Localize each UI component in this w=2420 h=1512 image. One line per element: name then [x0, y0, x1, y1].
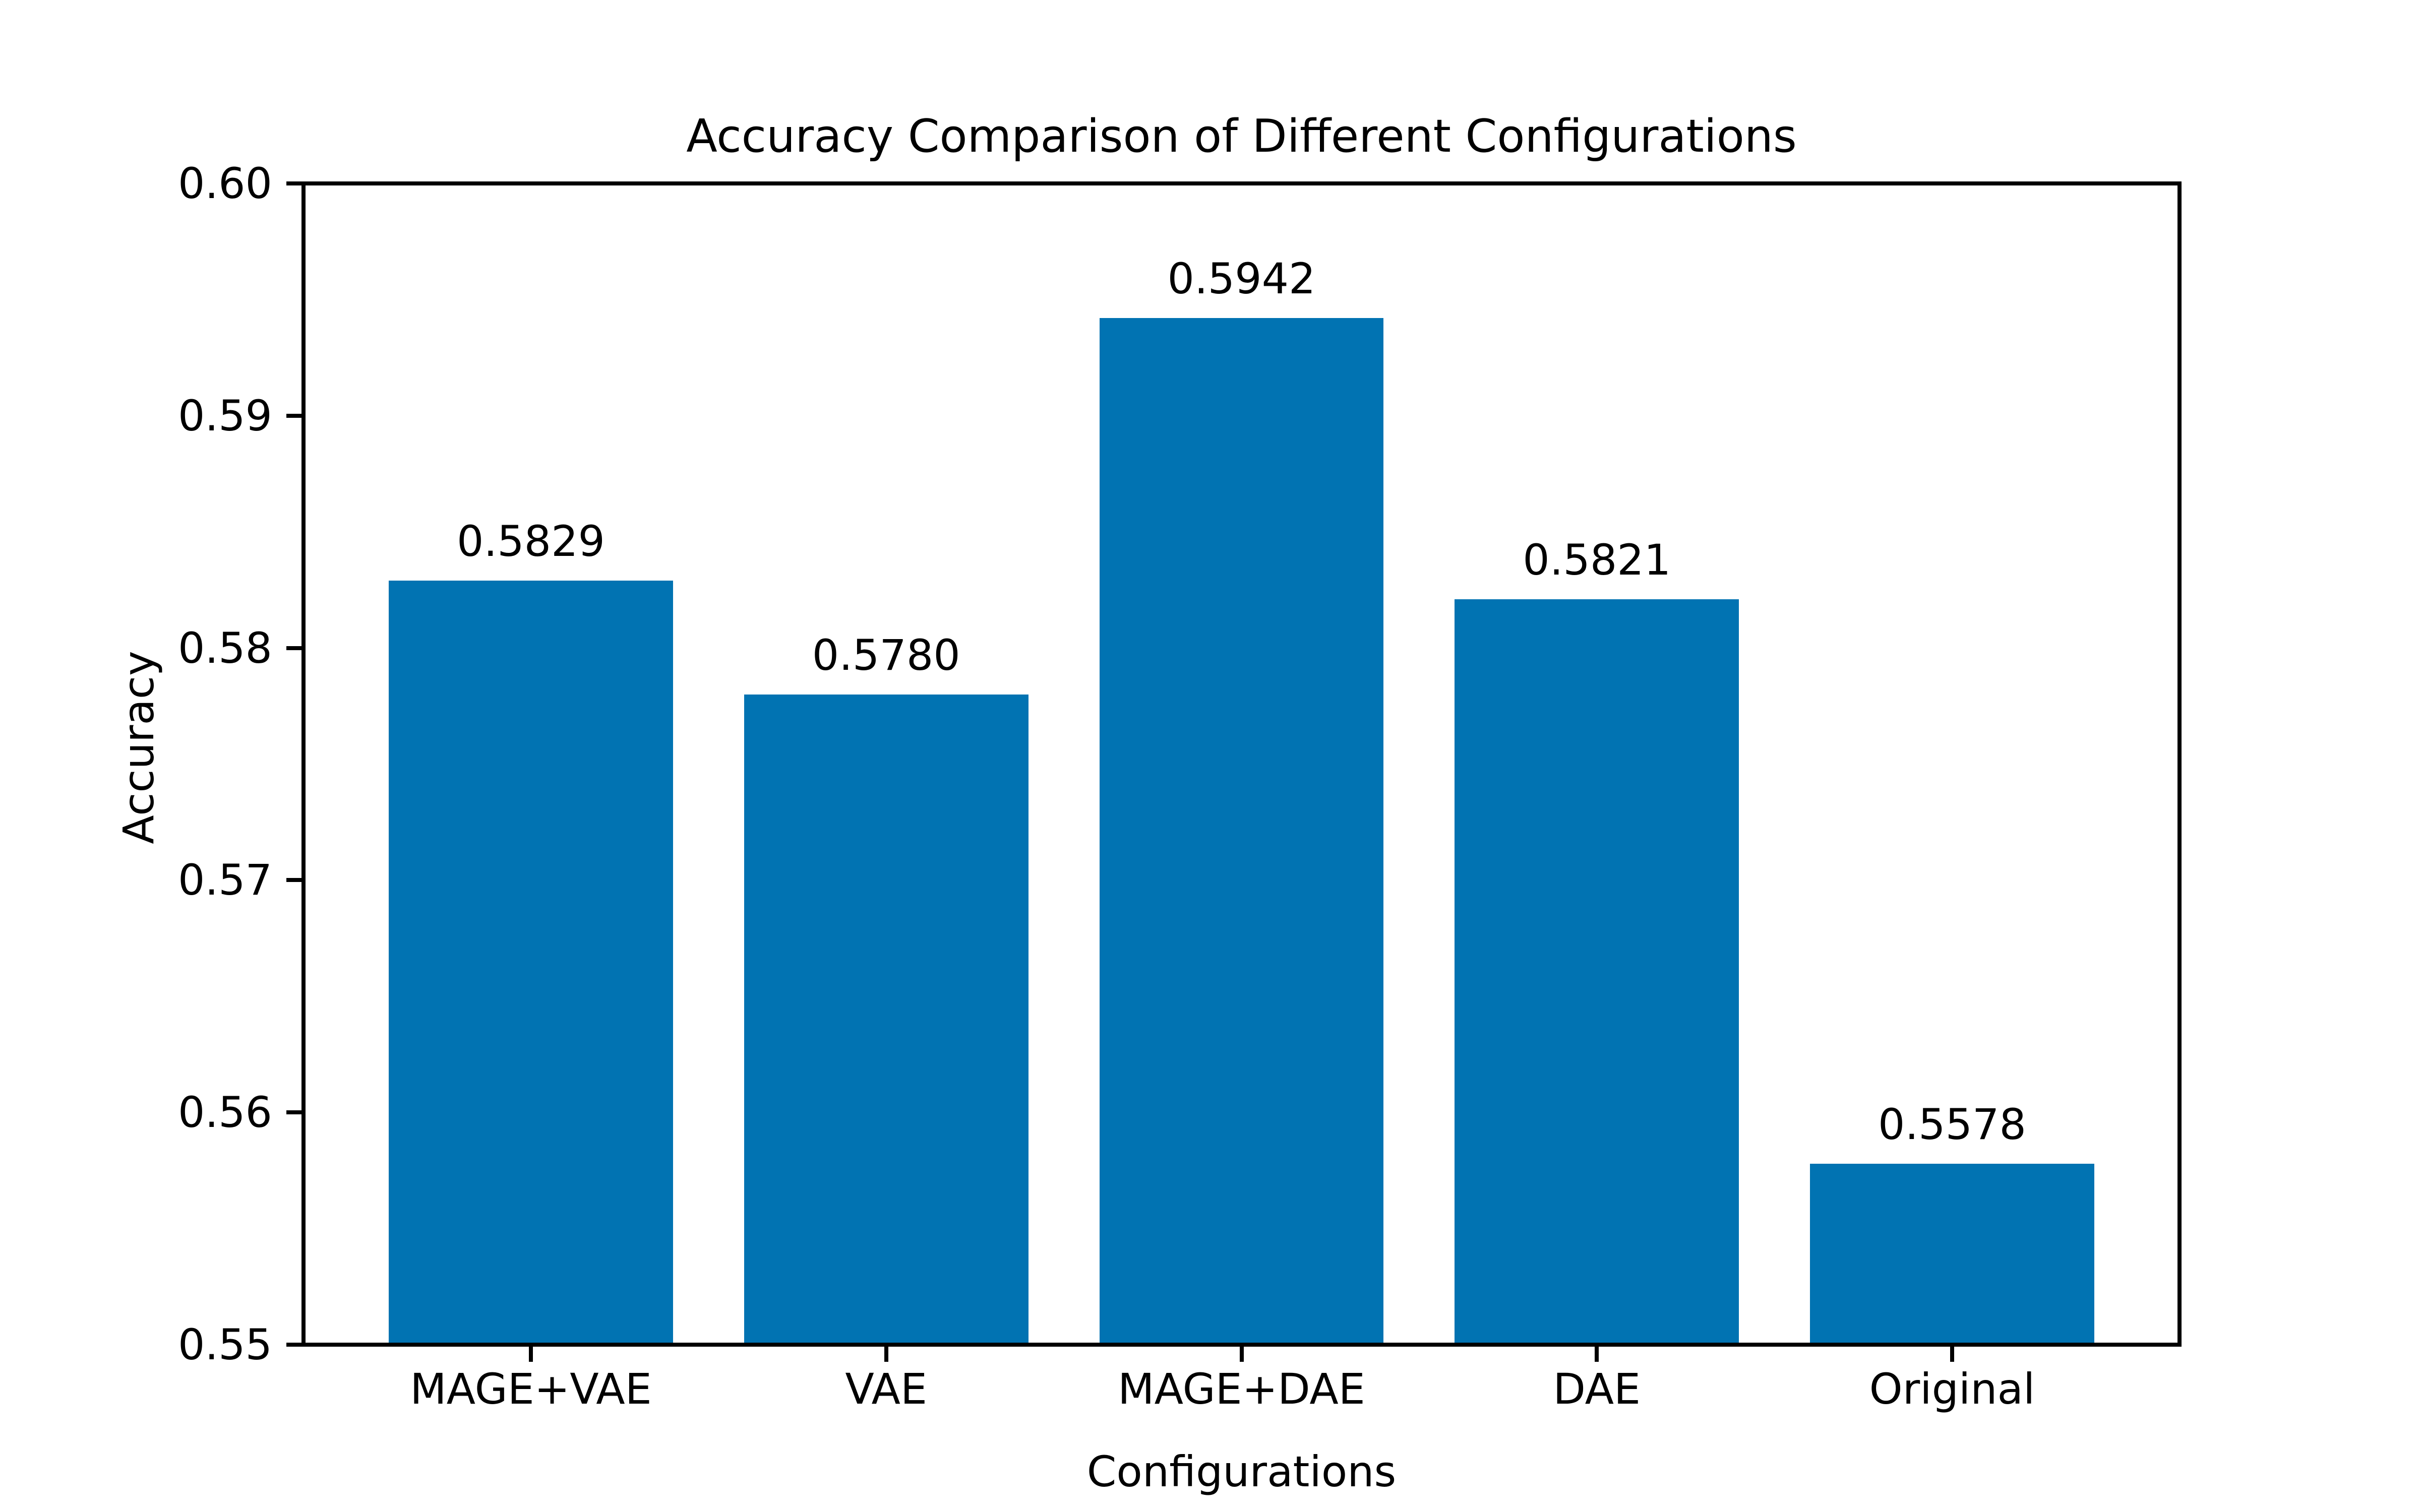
- y-tick: [286, 181, 301, 185]
- top-spine: [301, 181, 2182, 185]
- x-tick: [1595, 1347, 1599, 1362]
- y-tick: [286, 878, 301, 883]
- x-axis-label: Configurations: [1086, 1447, 1397, 1496]
- y-tick-label: 0.56: [177, 1088, 272, 1138]
- bar-dae: [1455, 599, 1739, 1345]
- y-tick-label: 0.60: [177, 159, 272, 208]
- y-tick: [286, 1343, 301, 1347]
- right-spine: [2177, 181, 2182, 1347]
- x-tick-label: Original: [1869, 1364, 2035, 1414]
- x-tick-label: DAE: [1553, 1364, 1641, 1414]
- bottom-spine: [301, 1343, 2182, 1347]
- bar-value-label: 0.5780: [812, 630, 960, 680]
- x-tick-label: MAGE+DAE: [1118, 1364, 1365, 1414]
- x-tick: [1239, 1347, 1244, 1362]
- y-tick-label: 0.58: [177, 623, 272, 673]
- x-tick: [529, 1347, 533, 1362]
- y-tick-label: 0.55: [177, 1320, 272, 1369]
- y-tick: [286, 413, 301, 418]
- y-tick-label: 0.57: [177, 855, 272, 905]
- bar-value-label: 0.5821: [1523, 535, 1671, 585]
- x-tick-label: MAGE+VAE: [410, 1364, 652, 1414]
- left-spine: [301, 181, 306, 1347]
- x-tick: [884, 1347, 888, 1362]
- bar-mage-dae: [1099, 318, 1384, 1345]
- y-tick-label: 0.59: [177, 391, 272, 440]
- bar-original: [1810, 1163, 2094, 1345]
- bar-vae: [744, 694, 1028, 1345]
- y-tick: [286, 1110, 301, 1115]
- bar-value-label: 0.5942: [1167, 254, 1316, 304]
- y-tick: [286, 646, 301, 650]
- x-tick: [1950, 1347, 1954, 1362]
- bar-mage-vae: [389, 580, 673, 1345]
- chart-title: Accuracy Comparison of Different Configu…: [686, 110, 1797, 163]
- bar-value-label: 0.5829: [457, 516, 605, 566]
- x-tick-label: VAE: [845, 1364, 928, 1414]
- bar-value-label: 0.5578: [1878, 1099, 2026, 1149]
